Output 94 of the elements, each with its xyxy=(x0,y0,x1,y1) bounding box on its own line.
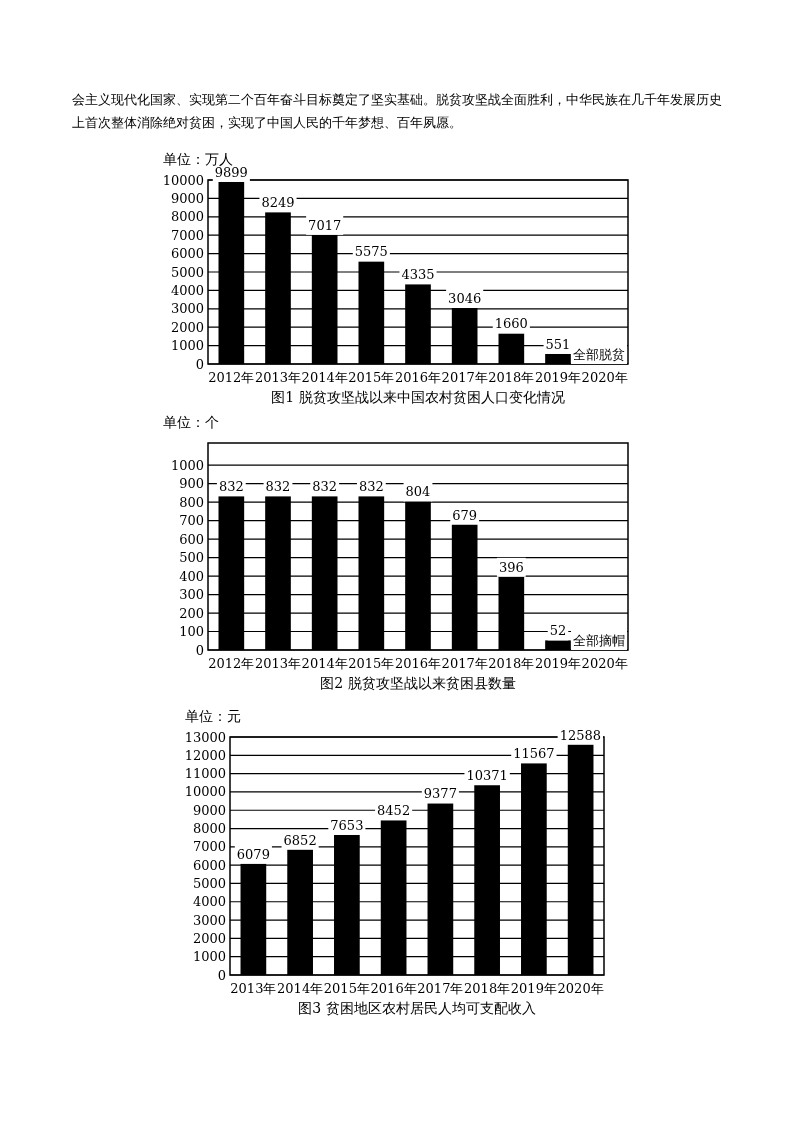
y-axis-title: 单位：元 xyxy=(185,708,241,724)
data-label: 8249 xyxy=(261,195,295,211)
y-tick-label: 200 xyxy=(179,605,204,621)
data-label: 4335 xyxy=(401,267,435,283)
data-label: 832 xyxy=(265,479,291,495)
data-label: 551 xyxy=(545,336,571,352)
data-label: 11567 xyxy=(513,746,555,762)
x-tick-label: 2013年 xyxy=(230,981,277,996)
data-label: 9377 xyxy=(423,786,457,802)
y-tick-label: 300 xyxy=(179,587,204,603)
x-tick-label: 2012年 xyxy=(208,656,255,671)
y-axis-title: 单位：万人 xyxy=(163,151,233,167)
y-tick-label: 800 xyxy=(179,494,204,510)
y-tick-label: 2000 xyxy=(192,930,226,946)
y-tick-label: 6000 xyxy=(192,857,226,873)
data-label: 8452 xyxy=(377,803,411,819)
y-tick-label: 900 xyxy=(179,476,204,492)
text: 图2 脱贫攻坚战以来贫困县数量 xyxy=(320,675,516,691)
y-tick-label: 3000 xyxy=(192,912,226,928)
text: 图1 脱贫攻坚战以来中国农村贫困人口变化情况 xyxy=(271,389,565,405)
x-tick-label: 2020年 xyxy=(557,981,604,996)
data-label: 10371 xyxy=(466,768,508,784)
data-label: 全部脱贫 xyxy=(573,347,625,362)
x-tick-label: 2019年 xyxy=(510,981,557,996)
x-tick-label: 2015年 xyxy=(348,370,395,385)
x-tick-label: 2013年 xyxy=(254,370,302,385)
y-tick-label: 7000 xyxy=(192,839,226,855)
y-tick-label: 0 xyxy=(195,356,204,372)
y-tick-label: 4000 xyxy=(192,894,226,910)
x-tick-label: 2015年 xyxy=(348,656,395,671)
x-tick-label: 2017年 xyxy=(441,370,488,385)
data-label: 6079 xyxy=(236,846,270,862)
y-tick-label: 12000 xyxy=(184,747,226,763)
data-label: 7653 xyxy=(330,817,364,833)
x-tick-label: 2019年 xyxy=(534,656,582,671)
y-tick-label: 5000 xyxy=(170,264,204,280)
y-tick-label: 8000 xyxy=(170,209,204,225)
y-tick-label: 2000 xyxy=(170,319,204,335)
text: 图3 贫困地区农村居民人均可支配收入 xyxy=(298,1000,536,1016)
data-label: 832 xyxy=(358,479,384,495)
x-tick-label: 2019年 xyxy=(534,370,582,385)
y-tick-label: 7000 xyxy=(170,227,204,243)
y-tick-label: 1000 xyxy=(170,338,204,354)
y-tick-label: 500 xyxy=(179,550,204,566)
y-tick-label: 600 xyxy=(179,531,204,547)
y-tick-label: 9000 xyxy=(192,802,226,818)
data-label: 7017 xyxy=(308,217,342,233)
y-tick-label: 400 xyxy=(179,568,204,584)
y-tick-label: 10000 xyxy=(184,784,226,800)
data-label: 52 xyxy=(549,623,567,639)
data-label: 679 xyxy=(452,507,478,523)
y-tick-label: 11000 xyxy=(184,766,226,782)
data-label: 12588 xyxy=(559,727,601,743)
x-tick-label: 2014年 xyxy=(301,370,348,385)
data-label: 全部摘帽 xyxy=(573,633,625,648)
x-tick-label: 2014年 xyxy=(277,981,324,996)
y-tick-label: 10000 xyxy=(162,172,204,188)
x-tick-label: 2020年 xyxy=(581,370,628,385)
x-tick-label: 2018年 xyxy=(488,656,535,671)
x-tick-label: 2014年 xyxy=(301,656,348,671)
x-tick-label: 2016年 xyxy=(370,981,417,996)
y-tick-label: 3000 xyxy=(170,301,204,317)
data-label: 6852 xyxy=(283,832,317,848)
x-tick-label: 2017年 xyxy=(417,981,464,996)
data-label: 832 xyxy=(312,479,338,495)
y-tick-label: 100 xyxy=(179,624,204,640)
y-tick-label: 6000 xyxy=(170,246,204,262)
x-tick-label: 2017年 xyxy=(441,656,488,671)
x-tick-label: 2016年 xyxy=(394,656,442,671)
data-label: 396 xyxy=(498,559,524,575)
y-tick-label: 13000 xyxy=(184,729,226,745)
x-tick-label: 2015年 xyxy=(323,981,370,996)
y-tick-label: 0 xyxy=(195,642,204,658)
text: 会主义现代化国家、实现第二个百年奋斗目标奠定了坚实基础。脱贫攻坚战全面胜利，中华民族在几千年发展历史上首次整体消除绝对贫困，实现了中国人民的千年梦想、百年夙愿。 xyxy=(72,91,723,132)
data-label: 1660 xyxy=(494,316,528,332)
data-label: 3046 xyxy=(448,290,482,306)
y-axis-title: 单位：个 xyxy=(163,414,219,430)
y-tick-label: 4000 xyxy=(170,282,204,298)
y-tick-label: 8000 xyxy=(192,821,226,837)
y-tick-label: 1000 xyxy=(192,949,226,965)
data-label: 804 xyxy=(405,484,431,500)
y-tick-label: 5000 xyxy=(192,875,226,891)
y-tick-label: 0 xyxy=(217,967,226,983)
x-tick-label: 2020年 xyxy=(581,656,628,671)
x-tick-label: 2018年 xyxy=(488,370,535,385)
x-tick-label: 2016年 xyxy=(394,370,442,385)
y-tick-label: 9000 xyxy=(170,190,204,206)
y-tick-label: 700 xyxy=(179,513,204,529)
x-tick-label: 2012年 xyxy=(208,370,255,385)
x-tick-label: 2018年 xyxy=(464,981,511,996)
y-tick-label: 1000 xyxy=(170,457,204,473)
data-label: 832 xyxy=(218,479,244,495)
data-label: 5575 xyxy=(354,244,388,260)
x-tick-label: 2013年 xyxy=(254,656,302,671)
